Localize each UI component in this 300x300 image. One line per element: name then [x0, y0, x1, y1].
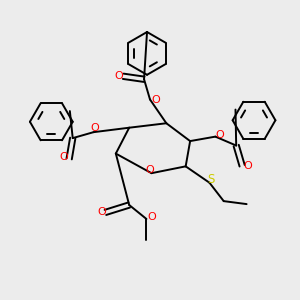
Text: O: O [91, 123, 99, 133]
Text: O: O [243, 161, 252, 171]
Text: S: S [207, 172, 214, 186]
Text: O: O [59, 152, 68, 162]
Text: O: O [98, 207, 106, 218]
Text: O: O [114, 71, 123, 81]
Text: O: O [152, 95, 160, 105]
Text: O: O [146, 165, 154, 175]
Text: O: O [147, 212, 156, 222]
Text: O: O [215, 130, 224, 140]
